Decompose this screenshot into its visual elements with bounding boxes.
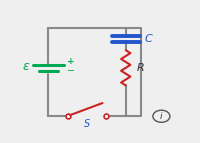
Text: S: S [84, 119, 90, 129]
Text: $\varepsilon$: $\varepsilon$ [22, 60, 31, 73]
Text: C: C [144, 34, 152, 44]
Text: −: − [67, 66, 75, 76]
Text: +: + [67, 57, 74, 66]
Text: i: i [160, 112, 163, 121]
Text: R: R [137, 63, 144, 73]
